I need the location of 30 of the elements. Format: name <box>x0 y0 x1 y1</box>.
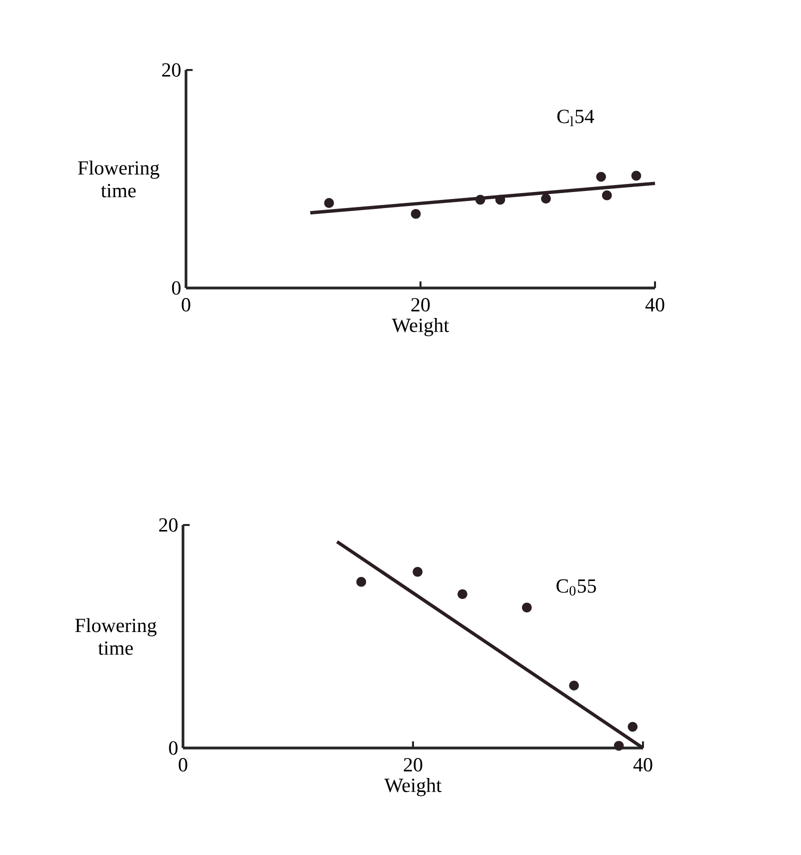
point <box>495 194 506 205</box>
point <box>541 194 551 204</box>
x-tick-label: 20 <box>411 298 430 312</box>
annotation: C$_{l}$54 <box>557 110 594 126</box>
x-tick-label: 40 <box>645 298 664 312</box>
point <box>410 208 421 219</box>
y-tick-label: 0 <box>172 281 181 295</box>
y-tick-label: 20 <box>162 63 181 77</box>
point <box>596 172 606 182</box>
point <box>614 740 624 751</box>
y-axis-title: Flowering time <box>75 618 156 655</box>
point <box>356 576 366 587</box>
y-axis-title: Flowering time <box>78 160 160 198</box>
point <box>458 589 468 600</box>
point <box>631 170 642 181</box>
point <box>475 194 486 205</box>
x-axis-title: Weight <box>384 778 442 796</box>
point <box>412 566 423 577</box>
annotation: C$_{0}$55 <box>556 579 596 596</box>
point <box>628 722 638 732</box>
x-axis-title: Weight <box>392 318 450 336</box>
x-tick-label: 0 <box>182 298 190 312</box>
x-tick-label: 40 <box>633 758 652 772</box>
y-tick-label: 20 <box>159 518 178 532</box>
point <box>569 680 579 690</box>
y-tick-label: 0 <box>169 741 178 755</box>
point <box>522 602 532 612</box>
point <box>324 198 334 208</box>
x-tick-label: 20 <box>404 758 422 772</box>
point <box>602 190 612 200</box>
